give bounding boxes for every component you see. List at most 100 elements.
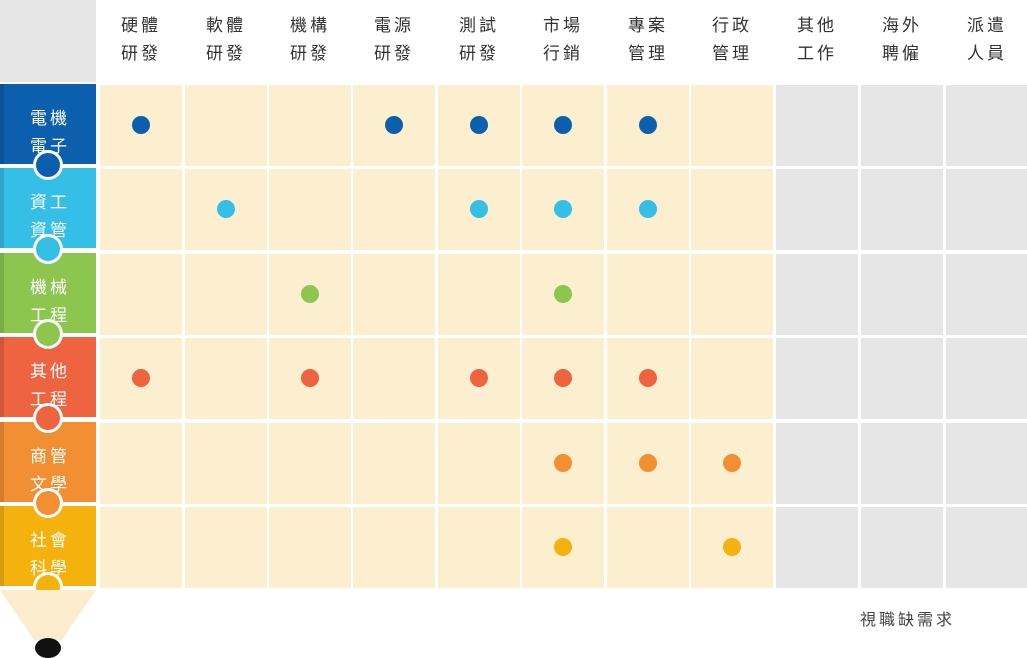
matrix-cell	[946, 338, 1027, 419]
matrix-cell	[353, 507, 435, 588]
pencil-tip	[0, 590, 96, 640]
row-label: 商管 文學	[2, 443, 98, 499]
column-header-line1: 測試	[459, 16, 499, 36]
pencil-segment-shade	[0, 84, 4, 164]
pencil-segment-shade	[0, 506, 4, 586]
column-header: 市場 行銷	[521, 12, 605, 68]
column-header: 其他 工作	[775, 12, 859, 68]
matrix-cell	[776, 254, 858, 335]
pencil-segment-shade	[0, 422, 4, 502]
column-header-line2: 管理	[712, 44, 752, 64]
row-label: 機械 工程	[2, 274, 98, 330]
matrix-cell	[691, 85, 773, 166]
match-dot	[217, 200, 235, 218]
matrix-cell	[691, 338, 773, 419]
match-dot	[639, 369, 657, 387]
match-dot	[470, 369, 488, 387]
puzzle-knob	[36, 237, 60, 261]
row-label-line1: 社會	[30, 531, 70, 551]
match-dot	[301, 285, 319, 303]
matrix-cell	[185, 423, 267, 504]
row-label-line2: 文學	[30, 475, 70, 495]
match-dot	[554, 369, 572, 387]
column-header-line2: 研發	[121, 44, 161, 64]
matrix-cell	[269, 85, 351, 166]
matrix-cell	[100, 423, 182, 504]
row-label-line2: 電子	[30, 137, 70, 157]
matrix-cell	[353, 169, 435, 250]
matrix-cell	[269, 423, 351, 504]
row-label-line1: 其他	[30, 362, 70, 382]
match-dot	[554, 200, 572, 218]
matrix-cell	[776, 169, 858, 250]
column-header-line1: 行政	[712, 16, 752, 36]
match-dot	[554, 285, 572, 303]
column-header: 專案 管理	[606, 12, 690, 68]
matrix-cell	[861, 338, 943, 419]
column-header-line2: 人員	[967, 44, 1007, 64]
row-label-line1: 商管	[30, 447, 70, 467]
puzzle-knob	[36, 322, 60, 346]
match-dot	[639, 200, 657, 218]
pencil-segment-shade	[0, 168, 4, 248]
match-dot	[723, 538, 741, 556]
matrix-cell	[353, 254, 435, 335]
column-header: 海外 聘僱	[860, 12, 944, 68]
puzzle-knob	[36, 406, 60, 430]
matrix-cell	[691, 169, 773, 250]
column-header-line2: 研發	[206, 44, 246, 64]
matrix-cell	[861, 507, 943, 588]
column-header: 行政 管理	[690, 12, 774, 68]
row-label-line2: 科學	[30, 559, 70, 579]
match-dot	[639, 116, 657, 134]
match-dot	[132, 369, 150, 387]
column-header: 機構 研發	[268, 12, 352, 68]
row-label-line1: 電機	[30, 109, 70, 129]
match-dot	[470, 200, 488, 218]
pencil-lead	[35, 638, 61, 658]
row-label: 其他 工程	[2, 358, 98, 414]
match-dot	[301, 369, 319, 387]
match-dot	[554, 538, 572, 556]
column-header-line1: 硬體	[121, 16, 161, 36]
matrix-cell	[776, 507, 858, 588]
match-dot	[470, 116, 488, 134]
column-header-line1: 海外	[882, 16, 922, 36]
matrix-cell	[269, 169, 351, 250]
puzzle-knob	[36, 153, 60, 177]
column-header-line1: 專案	[628, 16, 668, 36]
matrix-cell	[861, 254, 943, 335]
column-header-line1: 市場	[543, 16, 583, 36]
column-header-line1: 軟體	[206, 16, 246, 36]
matrix-cell	[185, 85, 267, 166]
matrix-cell	[776, 85, 858, 166]
pencil-segment-shade	[0, 253, 4, 333]
matrix-cell	[607, 254, 689, 335]
matrix-cell	[185, 254, 267, 335]
match-dot	[723, 454, 741, 472]
matrix-cell	[607, 507, 689, 588]
column-header: 派遣 人員	[945, 12, 1027, 68]
column-header-line2: 管理	[628, 44, 668, 64]
matrix-cell	[861, 423, 943, 504]
puzzle-knob	[36, 491, 60, 515]
matrix-cell	[185, 338, 267, 419]
column-header: 測試 研發	[437, 12, 521, 68]
column-header-line2: 聘僱	[882, 44, 922, 64]
row-label-line2: 工程	[30, 390, 70, 410]
matrix-cell	[776, 338, 858, 419]
row-label-line2: 資管	[30, 221, 70, 241]
matrix-cell	[269, 507, 351, 588]
matrix-cell	[100, 169, 182, 250]
column-header-line1: 機構	[290, 16, 330, 36]
row-label: 電機 電子	[2, 105, 98, 161]
matrix-cell	[946, 423, 1027, 504]
column-header-line1: 派遣	[967, 16, 1007, 36]
matrix-cell	[946, 507, 1027, 588]
matrix-cell	[185, 507, 267, 588]
column-header: 電源 研發	[352, 12, 436, 68]
column-header-line2: 工作	[797, 44, 837, 64]
matrix-cell	[438, 507, 520, 588]
matrix-cell	[353, 423, 435, 504]
